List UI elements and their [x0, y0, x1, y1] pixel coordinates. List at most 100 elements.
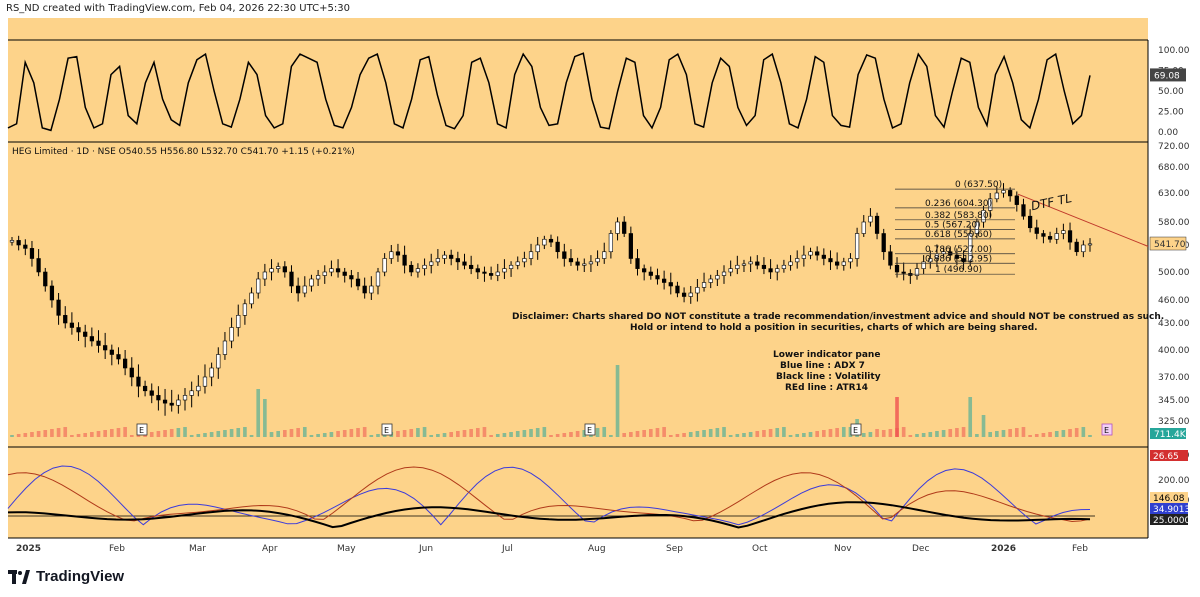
volume-bar	[16, 434, 21, 437]
candle	[1061, 230, 1066, 234]
candle	[1087, 243, 1093, 246]
candle	[861, 221, 866, 234]
volume-bar	[629, 432, 633, 437]
volume-bar	[129, 435, 134, 437]
candle	[562, 251, 567, 259]
volume-bar	[921, 433, 926, 437]
volume-bar	[1081, 427, 1086, 437]
candle	[449, 254, 454, 259]
volume-bar	[901, 427, 906, 437]
candle	[888, 251, 893, 266]
tradingview-logo[interactable]: TradingView	[8, 568, 124, 585]
volume-bar	[1021, 427, 1026, 437]
atr-line	[7, 466, 1091, 523]
volume-bar	[622, 433, 627, 437]
volume-bar	[369, 435, 374, 437]
volume-bar	[23, 433, 28, 437]
volume-bar	[156, 431, 161, 437]
candle	[914, 268, 920, 276]
candle	[415, 268, 421, 273]
earnings-marker-label: E	[1104, 426, 1109, 435]
candle	[289, 271, 294, 287]
price-tick-label: 370.00	[1158, 373, 1190, 383]
candle	[475, 268, 480, 273]
candle	[522, 258, 527, 263]
symbol-ohlc-header: HEG Limited · 1D · NSE O540.55 H556.80 L…	[12, 147, 355, 157]
candle	[595, 258, 600, 263]
volume-bar	[322, 433, 327, 437]
volume-bar	[655, 428, 660, 437]
volume-bar	[968, 397, 973, 437]
volume-bar	[735, 434, 740, 437]
candle	[961, 258, 966, 263]
candle	[635, 258, 640, 269]
volume-bar	[529, 429, 533, 437]
candle	[429, 261, 434, 266]
candle	[848, 258, 853, 263]
volume-bar	[941, 430, 946, 437]
volatility-value-badge-text: 146.08	[1153, 494, 1185, 504]
volume-bar	[309, 435, 314, 437]
baseline-value-badge-text: 25.0000	[1153, 516, 1190, 526]
oscillator-line	[7, 52, 1091, 132]
volume-bar	[768, 429, 773, 437]
volume-bar	[1088, 435, 1092, 437]
osc-last-value: 69.08	[1154, 71, 1180, 81]
volume-bar	[256, 389, 261, 437]
volume-bar	[1001, 430, 1006, 437]
candle	[988, 198, 993, 211]
candle	[542, 238, 547, 246]
x-tick-label: Jun	[418, 544, 433, 554]
candle	[602, 251, 607, 259]
candle	[455, 258, 460, 263]
volume-bar	[748, 432, 753, 437]
volume-badge	[1150, 428, 1186, 439]
candle	[921, 261, 926, 269]
volume-bar	[316, 434, 320, 437]
candle	[482, 271, 487, 274]
volume-bar	[502, 433, 507, 437]
volume-bar	[475, 428, 480, 437]
volume-bar	[822, 430, 826, 437]
volume-bar	[795, 434, 800, 437]
volume-bar	[449, 432, 454, 437]
candle	[129, 367, 134, 378]
volume-bar	[76, 434, 81, 437]
volume-bar	[462, 430, 467, 437]
volume-bar	[782, 427, 786, 437]
candle	[89, 336, 94, 342]
chart-canvas[interactable]: 100.0075.0050.0025.000.0069.08720.00680.…	[0, 0, 1200, 560]
price-tick-label: 430.00	[1158, 319, 1190, 329]
candle	[548, 238, 554, 243]
candle	[395, 251, 401, 256]
earnings-marker	[850, 423, 862, 436]
candle	[315, 275, 321, 280]
volume-bar	[329, 432, 334, 437]
earnings-marker	[136, 423, 148, 436]
volume-bar	[63, 427, 68, 437]
candle	[815, 251, 820, 256]
candle	[182, 395, 188, 401]
candle	[1067, 230, 1073, 243]
tradingview-icon	[8, 569, 30, 584]
candle	[701, 282, 707, 288]
volume-bar	[688, 432, 693, 437]
candle	[43, 271, 48, 287]
volume-bar	[342, 430, 347, 437]
candle	[402, 254, 407, 266]
candle	[309, 278, 314, 287]
volume-bar	[668, 435, 673, 437]
candle	[535, 244, 540, 253]
volume-bar	[349, 429, 354, 437]
candle	[236, 315, 241, 328]
price-tick-label: 325.00	[1158, 417, 1190, 427]
candle	[582, 263, 587, 266]
candle	[868, 215, 873, 223]
candle	[894, 264, 900, 273]
volume-bar	[835, 428, 839, 437]
volume-bar	[895, 397, 899, 437]
candle	[36, 258, 41, 273]
candle	[981, 210, 986, 223]
candle	[116, 354, 121, 360]
volume-bar	[728, 435, 733, 437]
